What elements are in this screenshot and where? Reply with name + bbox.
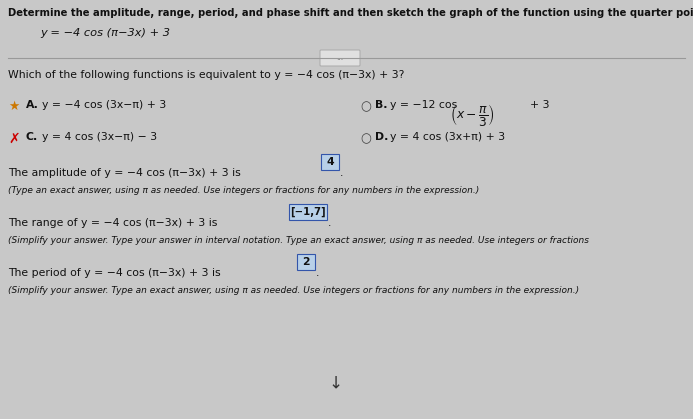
Text: Determine the amplitude, range, period, and phase shift and then sketch the grap: Determine the amplitude, range, period, … bbox=[8, 8, 693, 18]
Text: ...: ... bbox=[336, 54, 344, 62]
Text: D.: D. bbox=[375, 132, 388, 142]
Text: ↑: ↑ bbox=[323, 370, 337, 388]
Text: C.: C. bbox=[26, 132, 38, 142]
Text: ○: ○ bbox=[360, 100, 371, 113]
Text: .: . bbox=[328, 218, 331, 228]
Text: ★: ★ bbox=[8, 100, 19, 113]
Text: y = 4 cos (3x−π) − 3: y = 4 cos (3x−π) − 3 bbox=[42, 132, 157, 142]
Text: + 3: + 3 bbox=[530, 100, 550, 110]
Text: B.: B. bbox=[375, 100, 387, 110]
Text: (Type an exact answer, using π as needed. Use integers or fractions for any numb: (Type an exact answer, using π as needed… bbox=[8, 186, 480, 195]
Text: y = −4 cos (π−3x) + 3: y = −4 cos (π−3x) + 3 bbox=[40, 28, 170, 38]
Text: (Simplify your answer. Type an exact answer, using π as needed. Use integers or : (Simplify your answer. Type an exact ans… bbox=[8, 286, 579, 295]
Text: 4: 4 bbox=[326, 157, 334, 167]
Text: y = 4 cos (3x+π) + 3: y = 4 cos (3x+π) + 3 bbox=[390, 132, 505, 142]
Text: A.: A. bbox=[26, 100, 39, 110]
Text: y = −4 cos (3x−π) + 3: y = −4 cos (3x−π) + 3 bbox=[42, 100, 166, 110]
FancyBboxPatch shape bbox=[320, 50, 360, 66]
FancyBboxPatch shape bbox=[289, 204, 327, 220]
Text: y = −12 cos: y = −12 cos bbox=[390, 100, 457, 110]
Text: Which of the following functions is equivalent to y = −4 cos (π−3x) + 3?: Which of the following functions is equi… bbox=[8, 70, 405, 80]
FancyBboxPatch shape bbox=[321, 154, 339, 170]
Text: $\left(x-\dfrac{\pi}{3}\right)$: $\left(x-\dfrac{\pi}{3}\right)$ bbox=[450, 102, 495, 128]
Text: The period of y = −4 cos (π−3x) + 3 is: The period of y = −4 cos (π−3x) + 3 is bbox=[8, 268, 220, 278]
Text: (Simplify your answer. Type your answer in interval notation. Type an exact answ: (Simplify your answer. Type your answer … bbox=[8, 236, 589, 245]
Text: The range of y = −4 cos (π−3x) + 3 is: The range of y = −4 cos (π−3x) + 3 is bbox=[8, 218, 218, 228]
Text: The amplitude of y = −4 cos (π−3x) + 3 is: The amplitude of y = −4 cos (π−3x) + 3 i… bbox=[8, 168, 240, 178]
Text: [−1,7]: [−1,7] bbox=[290, 207, 326, 217]
Text: ✗: ✗ bbox=[8, 132, 19, 146]
FancyBboxPatch shape bbox=[297, 254, 315, 270]
Text: .: . bbox=[316, 268, 319, 278]
Text: .: . bbox=[340, 168, 343, 178]
Text: 2: 2 bbox=[302, 257, 310, 267]
Text: ○: ○ bbox=[360, 132, 371, 145]
